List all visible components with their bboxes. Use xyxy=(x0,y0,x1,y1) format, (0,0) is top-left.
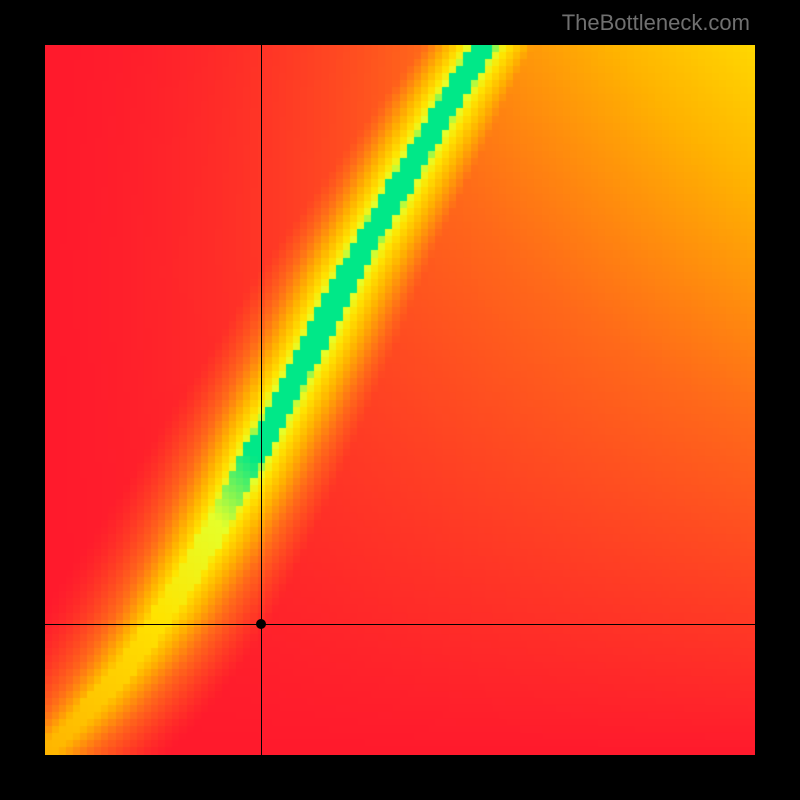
crosshair-horizontal xyxy=(45,624,755,625)
heatmap-canvas xyxy=(45,45,755,755)
data-point xyxy=(256,619,266,629)
heatmap-plot xyxy=(45,45,755,755)
watermark-text: TheBottleneck.com xyxy=(562,10,750,36)
crosshair-vertical xyxy=(261,45,262,755)
